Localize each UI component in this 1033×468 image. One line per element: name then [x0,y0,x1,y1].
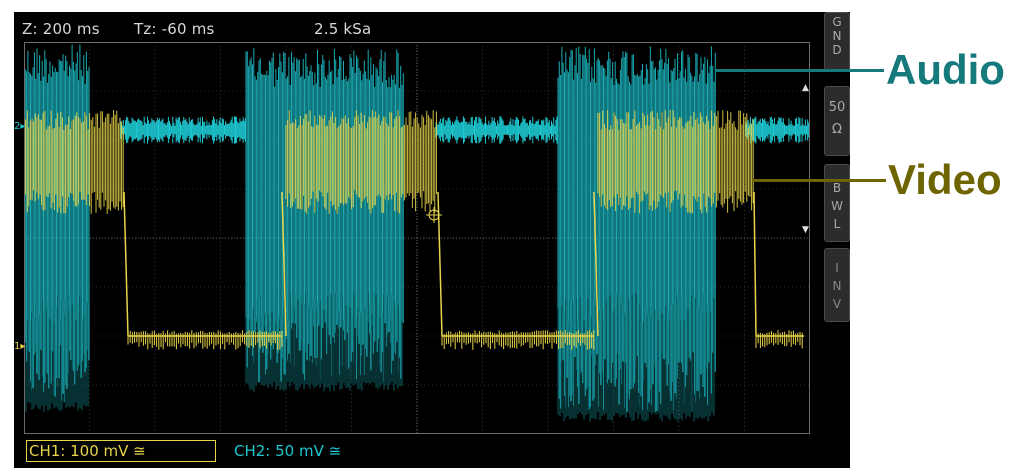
inv-softkey-char: V [832,297,842,311]
video-annotation: Video [888,156,1002,203]
sample-rate-readout: 2.5 kSa [314,20,372,38]
ch2-settings-label[interactable]: CH2: 50 mV ≅ [234,442,342,460]
ohm50-softkey-value: 50 [828,100,846,115]
inv-softkey-char: I [835,261,839,275]
ch2-position-marker[interactable]: 2▸ [14,121,26,132]
gnd-softkey-char: N [832,29,842,43]
video-sync-noise [127,330,803,350]
video-edge [593,191,599,337]
video-pointer-line [752,179,886,182]
audio-burst-shadow [24,292,715,422]
ch1-video-trace [24,110,804,350]
gnd-softkey[interactable]: G N D [824,12,850,72]
timebase-readout: Z: 200 ms [22,20,100,38]
ch2-audio-trace [24,44,810,422]
audio-annotation: Audio [886,46,1005,93]
video-edge [123,191,129,337]
ohm50-softkey[interactable]: 50 Ω [824,86,850,156]
inv-softkey[interactable]: I N V [824,248,850,322]
bwl-softkey-char: L [833,217,841,231]
trigger-marker [426,207,442,223]
ch1-position-marker[interactable]: 1▸ [14,341,26,352]
video-active-signal [24,110,754,214]
plot-border [24,42,810,434]
scroll-down-arrow-icon[interactable]: ▼ [802,225,809,235]
bwl-softkey-char: W [831,199,843,213]
audio-pointer-line [716,69,884,72]
waveform-display [24,42,810,434]
video-edge [753,191,757,337]
ohm-icon: Ω [832,122,842,137]
gnd-softkey-char: G [832,15,842,29]
gnd-softkey-char: D [832,43,842,57]
inv-softkey-char: N [832,279,842,293]
scroll-up-arrow-icon[interactable]: ▲ [802,83,809,93]
ch1-settings-label[interactable]: CH1: 100 mV ≅ [26,440,216,462]
bwl-softkey[interactable]: B W L [824,164,850,242]
trigger-time-readout: Tz: -60 ms [134,20,215,38]
bwl-softkey-char: B [832,181,842,195]
video-edge [281,191,287,337]
